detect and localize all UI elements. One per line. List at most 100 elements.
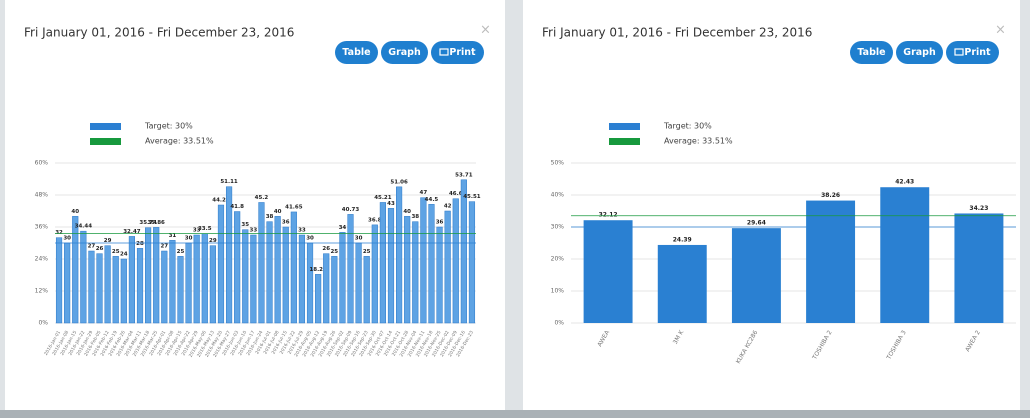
- data-label: 40: [274, 209, 282, 215]
- bar: [331, 256, 338, 324]
- data-label: 46.6: [449, 191, 463, 197]
- data-label: 33: [193, 228, 201, 234]
- bar: [242, 229, 249, 324]
- y-tick-label: 60%: [35, 160, 49, 167]
- button[interactable]: Print: [946, 41, 999, 64]
- bar: [250, 234, 257, 324]
- bar: [55, 237, 63, 324]
- button-label: Graph: [388, 47, 421, 58]
- legend-swatch: [90, 138, 121, 145]
- button[interactable]: Table: [335, 41, 378, 64]
- button-bg: [381, 41, 428, 64]
- button[interactable]: Print: [431, 41, 484, 64]
- data-label: 38: [411, 214, 419, 220]
- bar: [412, 221, 419, 324]
- bar: [404, 216, 411, 324]
- data-label: 29: [104, 238, 112, 244]
- bar: [177, 256, 184, 324]
- printer-icon: [954, 48, 964, 56]
- bar: [64, 242, 71, 324]
- bar: [355, 242, 362, 324]
- data-label: 27: [160, 244, 168, 250]
- bar: [657, 244, 707, 323]
- bar: [72, 216, 79, 324]
- bar: [136, 248, 144, 324]
- data-label: 51.06: [390, 179, 408, 185]
- data-label: 25: [177, 249, 185, 255]
- data-label: 41.65: [285, 204, 303, 210]
- y-tick-label: 30%: [551, 224, 565, 231]
- data-label: 36: [282, 220, 290, 226]
- bar: [452, 198, 459, 324]
- data-label: 24: [120, 252, 128, 258]
- bar: [298, 234, 306, 324]
- bar: [185, 242, 192, 324]
- close-button[interactable]: ×: [480, 23, 491, 38]
- y-tick-label: 10%: [551, 288, 565, 295]
- bar: [145, 227, 152, 324]
- bar: [460, 179, 467, 324]
- y-tick-label: 50%: [551, 160, 565, 167]
- bar: [112, 256, 119, 324]
- data-label: 41.8: [230, 204, 244, 210]
- data-label: 25: [363, 249, 371, 255]
- bar: [80, 230, 87, 324]
- y-tick-label: 40%: [551, 192, 565, 199]
- button-bg: [335, 41, 378, 64]
- bar: [282, 226, 289, 324]
- data-label: 40: [403, 209, 411, 215]
- data-label: 32: [55, 230, 63, 236]
- data-label: 30: [306, 236, 314, 242]
- bar: [306, 242, 314, 324]
- button[interactable]: Table: [850, 41, 893, 64]
- button[interactable]: Graph: [381, 41, 428, 64]
- y-tick-label: 0%: [38, 320, 48, 327]
- data-label: 38.26: [821, 192, 840, 199]
- bar: [266, 221, 273, 324]
- data-label: 35: [241, 222, 249, 228]
- data-label: 53.71: [455, 172, 473, 178]
- bar: [583, 220, 633, 323]
- data-label: 40: [71, 209, 79, 215]
- data-label: 26: [322, 246, 330, 252]
- bar: [806, 200, 856, 323]
- data-label: 51.11: [220, 179, 238, 185]
- data-label: 24.39: [673, 236, 692, 243]
- bar: [258, 202, 265, 324]
- close-button[interactable]: ×: [995, 23, 1006, 38]
- y-tick-label: 48%: [35, 192, 49, 199]
- bar: [161, 250, 168, 324]
- bar: [120, 258, 127, 324]
- bar: [225, 186, 233, 324]
- data-label: 40.73: [342, 207, 360, 213]
- bar: [387, 208, 395, 324]
- bar: [436, 226, 443, 324]
- bar: [153, 227, 160, 324]
- bar: [128, 236, 135, 324]
- y-tick-label: 0%: [554, 320, 564, 327]
- y-tick-label: 24%: [35, 256, 49, 263]
- button-bg: [850, 41, 893, 64]
- data-label: 38: [266, 214, 274, 220]
- legend-label: Average: 33.51%: [145, 137, 214, 146]
- data-label: 26: [96, 246, 104, 252]
- data-label: 28: [136, 241, 144, 247]
- data-label: 25: [330, 249, 338, 255]
- button-label: Table: [342, 47, 370, 58]
- data-label: 33: [298, 228, 306, 234]
- button[interactable]: Graph: [896, 41, 943, 64]
- bar: [420, 197, 427, 324]
- legend-swatch: [90, 123, 121, 130]
- panel: [523, 0, 1020, 410]
- bar: [954, 213, 1004, 323]
- data-label: 45.21: [374, 195, 392, 201]
- bar: [339, 232, 346, 324]
- data-label: 30: [355, 236, 363, 242]
- bar: [169, 240, 176, 324]
- legend-swatch: [609, 123, 640, 130]
- data-label: 29: [209, 238, 217, 244]
- data-label: 18.25: [309, 267, 327, 273]
- bar: [444, 210, 451, 324]
- data-label: 34.23: [969, 205, 988, 212]
- button-bg: [946, 41, 999, 64]
